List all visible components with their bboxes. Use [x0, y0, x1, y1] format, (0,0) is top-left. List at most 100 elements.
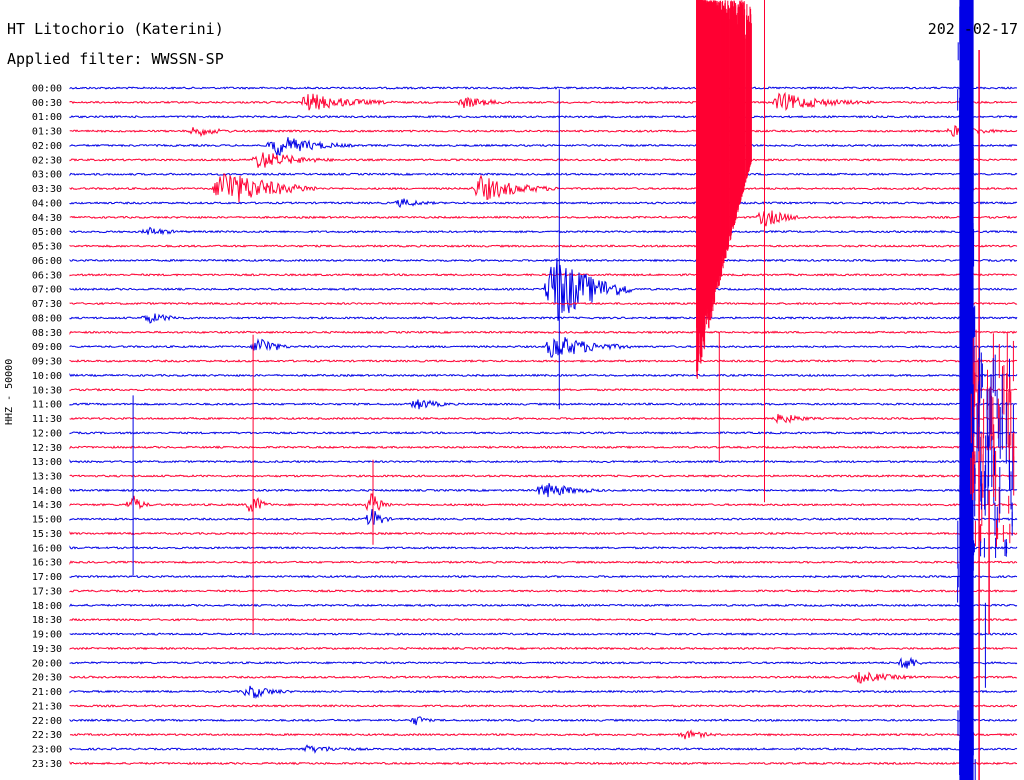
saturated-band: [959, 0, 974, 780]
time-tick-label: 11:30: [32, 414, 62, 425]
channel-label: HHZ - 50000: [4, 358, 15, 425]
trace-line: [69, 445, 1018, 450]
filter-label: Applied filter: WWSSN-SP: [7, 50, 224, 68]
trace-line: [69, 685, 1018, 699]
trace-line: [69, 545, 1018, 550]
trace-line: [69, 716, 1018, 726]
time-tick-label: 12:00: [32, 428, 62, 439]
time-tick-label: 09:00: [32, 342, 62, 353]
time-tick-label: 17:30: [32, 587, 62, 598]
time-tick-label: 07:00: [32, 285, 62, 296]
trace-line: [69, 387, 1018, 392]
trace-line: [69, 330, 1018, 335]
time-tick-label: 08:00: [32, 313, 62, 324]
time-tick-label: 18:00: [32, 601, 62, 612]
time-tick-label: 02:30: [32, 155, 62, 166]
trace-line: [69, 91, 1018, 112]
trace-line: [69, 589, 1018, 593]
trace-line: [69, 257, 1018, 321]
date-label: 202 -02-17: [927, 20, 1018, 38]
time-tick-label: 00:00: [32, 84, 62, 95]
time-tick-label: 08:30: [32, 328, 62, 339]
time-tick-label: 06:00: [32, 256, 62, 267]
time-tick-label: 14:00: [32, 486, 62, 497]
time-tick-label: 15:30: [32, 529, 62, 540]
time-tick-label: 12:30: [32, 443, 62, 454]
time-tick-label: 18:30: [32, 615, 62, 626]
trace-line: [69, 399, 1018, 410]
trace-line: [69, 671, 1018, 684]
trace-line: [69, 137, 1018, 156]
trace-line: [69, 574, 1018, 579]
time-tick-label: 01:00: [32, 112, 62, 123]
trace-line: [69, 744, 1018, 754]
time-tick-label: 14:30: [32, 500, 62, 511]
time-tick-label: 06:30: [32, 270, 62, 281]
trace-line: [69, 273, 1018, 277]
trace-line: [69, 493, 1018, 512]
trace-line: [69, 413, 1018, 425]
time-tick-label: 03:00: [32, 170, 62, 181]
time-tick-label: 20:30: [32, 673, 62, 684]
time-tick-label: 22:00: [32, 716, 62, 727]
trace-line: [69, 301, 1018, 306]
trace-line: [69, 337, 1018, 358]
trace-line: [69, 632, 1018, 636]
time-tick-label: 04:30: [32, 213, 62, 224]
time-tick-label: 07:30: [32, 299, 62, 310]
trace-line: [69, 474, 1018, 478]
trace-line: [69, 152, 1018, 168]
time-tick-label: 10:30: [32, 385, 62, 396]
trace-line: [69, 198, 1018, 209]
trace-line: [69, 431, 1018, 435]
time-tick-label: 15:00: [32, 515, 62, 526]
trace-line: [69, 560, 1018, 566]
time-tick-label: 22:30: [32, 730, 62, 741]
trace-line: [69, 125, 1018, 138]
trace-line: [69, 458, 1018, 464]
trace-line: [69, 172, 1018, 203]
time-tick-label: 19:00: [32, 630, 62, 641]
trace-line: [69, 313, 1018, 324]
trace-line: [69, 226, 1018, 236]
time-tick-label: 23:30: [32, 759, 62, 770]
time-tick-label: 19:30: [32, 644, 62, 655]
trace-line: [69, 210, 1018, 227]
time-tick-label: 13:30: [32, 472, 62, 483]
trace-line: [69, 729, 1018, 740]
time-tick-label: 21:30: [32, 701, 62, 712]
time-tick-label: 02:00: [32, 141, 62, 152]
trace-line: [69, 704, 1018, 708]
time-tick-label: 11:00: [32, 400, 62, 411]
trace-line: [69, 656, 1018, 669]
trace-line: [69, 372, 1018, 378]
time-tick-label: 01:30: [32, 127, 62, 138]
station-title: HT Litochorio (Katerini): [7, 20, 224, 38]
trace-line: [69, 603, 1018, 608]
time-tick-label: 16:00: [32, 543, 62, 554]
time-tick-label: 13:00: [32, 457, 62, 468]
time-tick-label: 05:30: [32, 242, 62, 253]
time-tick-label: 05:00: [32, 227, 62, 238]
time-tick-label: 20:00: [32, 658, 62, 669]
trace-line: [69, 114, 1018, 119]
time-tick-label: 04:00: [32, 199, 62, 210]
time-tick-label: 23:00: [32, 745, 62, 756]
trace-line: [69, 359, 1018, 363]
trace-line: [69, 482, 1018, 498]
trace-line: [69, 760, 1018, 766]
trace-line: [69, 509, 1018, 526]
trace-line: [69, 172, 1018, 177]
time-tick-label: 17:00: [32, 572, 62, 583]
time-tick-label: 10:00: [32, 371, 62, 382]
trace-line: [69, 617, 1018, 622]
time-tick-label: 09:30: [32, 357, 62, 368]
time-tick-label: 03:30: [32, 184, 62, 195]
time-tick-label: 21:00: [32, 687, 62, 698]
trace-line: [69, 244, 1018, 248]
time-tick-label: 16:30: [32, 558, 62, 569]
trace-line: [69, 646, 1018, 651]
trace-line: [69, 531, 1018, 536]
trace-line: [69, 86, 1018, 90]
